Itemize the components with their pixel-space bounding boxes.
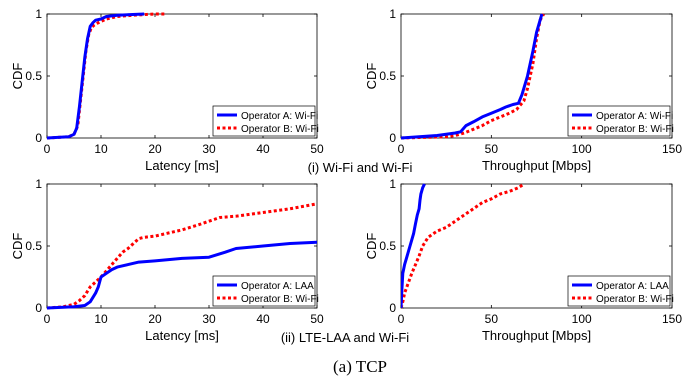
x-tick-label: 10 (94, 312, 108, 326)
x-tick-label: 50 (310, 142, 324, 156)
y-tick-label: 0.5 (25, 239, 42, 253)
y-tick-label: 1 (35, 177, 42, 191)
x-tick-label: 100 (572, 312, 592, 326)
series-line-2 (401, 13, 545, 140)
x-tick-label: 0 (398, 312, 405, 326)
series-line-1 (47, 12, 145, 140)
x-tick-label: 100 (572, 142, 592, 156)
legend-label: Operator B: Wi-Fi (241, 124, 319, 135)
legend-label: Operator A: Wi-Fi (596, 111, 673, 122)
row-caption-1: (i) Wi-Fi and Wi-Fi (308, 160, 413, 175)
x-tick-label: 30 (202, 312, 216, 326)
x-axis-label: Latency [ms] (145, 158, 219, 173)
legend-label: Operator B: Wi-Fi (596, 294, 674, 305)
x-tick-label: 10 (94, 142, 108, 156)
x-tick-label: 40 (256, 312, 270, 326)
legend-label: Operator B: Wi-Fi (596, 124, 674, 135)
x-tick-label: 0 (44, 142, 51, 156)
y-axis-label: CDF (364, 63, 379, 90)
legend-box (567, 275, 671, 307)
legend-label: Operator A: Wi-Fi (241, 111, 318, 122)
legend-label: Operator A: LAA (596, 281, 669, 292)
x-axis-label: Throughput [Mbps] (482, 328, 591, 343)
x-tick-label: 50 (310, 312, 324, 326)
legend: Operator A: Wi-Fi Operator B: Wi-Fi (212, 105, 319, 137)
series-line-2 (401, 182, 525, 309)
legend-box (212, 105, 316, 137)
x-tick-label: 150 (662, 312, 682, 326)
chart-panel-1: 0 10 20 30 40 50 0 0.5 1 Latency [ms] CDF Operator … (10, 7, 324, 173)
legend-box (567, 105, 671, 137)
y-axis-label: CDF (10, 233, 25, 260)
y-tick-label: 0 (389, 301, 396, 315)
y-tick-label: 0 (35, 131, 42, 145)
series-line-1 (401, 13, 544, 140)
legend: Operator A: LAA Operator B: Wi-Fi (212, 275, 319, 307)
x-tick-label: 20 (148, 142, 162, 156)
y-axis-label: CDF (364, 233, 379, 260)
x-tick-label: 50 (485, 312, 499, 326)
legend-box (212, 275, 316, 307)
y-tick-label: 0 (389, 131, 396, 145)
legend-label: Operator B: Wi-Fi (241, 294, 319, 305)
y-tick-label: 1 (389, 7, 396, 21)
chart-panel-2: 0 50 100 150 0 0.5 1 Throughput [Mbps] CDF Operat… (364, 7, 682, 173)
x-axis-label: Throughput [Mbps] (482, 158, 591, 173)
legend: Operator A: Wi-Fi Operator B: Wi-Fi (567, 105, 674, 137)
x-tick-label: 0 (398, 142, 405, 156)
chart-panel-4: 0 50 100 150 0 0.5 1 Throughput [Mbps] CDF Operat… (364, 177, 682, 343)
x-tick-label: 0 (44, 312, 51, 326)
y-tick-label: 0.5 (379, 69, 396, 83)
figure-caption: (a) TCP (333, 357, 387, 376)
x-tick-label: 20 (148, 312, 162, 326)
x-tick-label: 150 (662, 142, 682, 156)
series-line-1 (47, 240, 317, 310)
legend: Operator A: LAA Operator B: Wi-Fi (567, 275, 674, 307)
chart-panel-3: 0 10 20 30 40 50 0 0.5 1 Latency [ms] CDF Operator … (10, 177, 324, 343)
row-caption-2: (ii) LTE-LAA and Wi-Fi (281, 330, 409, 345)
legend-label: Operator A: LAA (241, 281, 314, 292)
series-line-1 (401, 183, 426, 309)
x-tick-label: 50 (485, 142, 499, 156)
y-tick-label: 1 (35, 7, 42, 21)
y-tick-label: 0.5 (25, 69, 42, 83)
x-axis-label: Latency [ms] (145, 328, 219, 343)
y-tick-label: 1 (389, 177, 396, 191)
x-tick-label: 40 (256, 142, 270, 156)
y-tick-label: 0.5 (379, 239, 396, 253)
y-tick-label: 0 (35, 301, 42, 315)
y-axis-label: CDF (10, 63, 25, 90)
x-tick-label: 30 (202, 142, 216, 156)
